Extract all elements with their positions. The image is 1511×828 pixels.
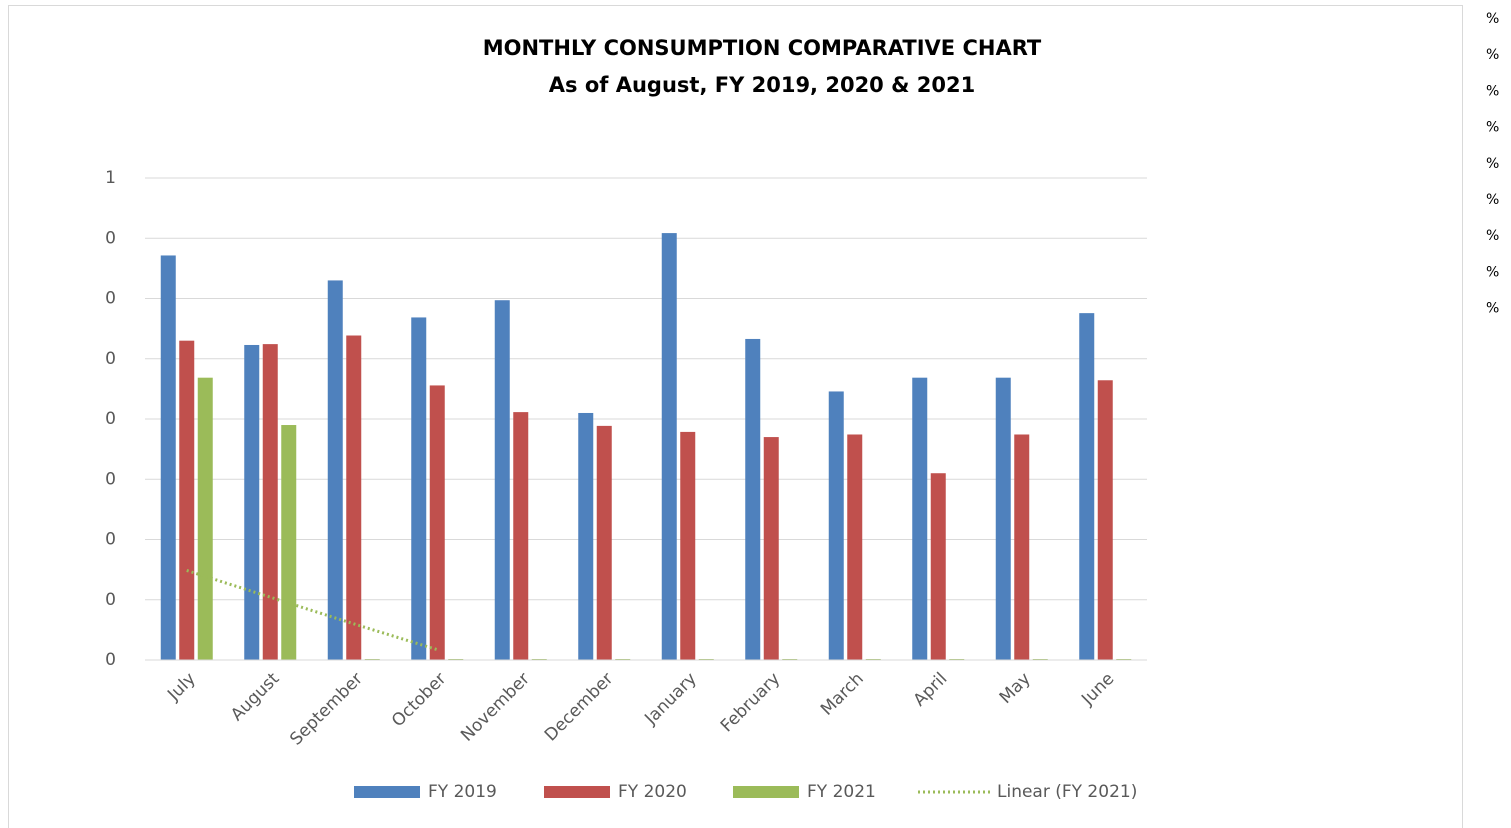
y-tick-label: 0	[105, 469, 116, 489]
legend-label: Linear (FY 2021)	[997, 782, 1137, 802]
legend-swatch	[733, 786, 799, 798]
bar	[828, 391, 844, 660]
bar	[596, 425, 612, 660]
side-label: %	[1486, 228, 1499, 244]
bar	[346, 335, 362, 660]
bar	[1079, 313, 1095, 660]
bar	[179, 340, 195, 660]
bar	[745, 338, 761, 660]
bar	[262, 344, 278, 660]
bar	[411, 317, 427, 660]
bar	[244, 344, 260, 660]
y-tick-label: 0	[105, 349, 116, 369]
side-label: %	[1486, 120, 1499, 136]
side-label: %	[1486, 47, 1499, 63]
bar	[327, 280, 343, 660]
side-label: %	[1486, 156, 1499, 172]
side-label: %	[1486, 301, 1499, 317]
bar	[661, 233, 677, 661]
side-label: %	[1486, 264, 1499, 280]
bar	[912, 377, 928, 660]
legend-swatch	[544, 786, 610, 798]
y-tick-label: 0	[105, 289, 116, 309]
bar	[197, 377, 213, 660]
legend-label: FY 2019	[428, 782, 497, 802]
legend-label: FY 2021	[807, 782, 876, 802]
y-tick-label: 0	[105, 530, 116, 550]
bar	[1014, 434, 1030, 660]
bar	[930, 473, 946, 660]
bar	[578, 412, 594, 660]
y-tick-label: 0	[105, 228, 116, 248]
bar	[763, 437, 779, 660]
y-tick-label: 0	[105, 409, 116, 429]
bar	[160, 255, 176, 660]
side-label: %	[1486, 11, 1499, 27]
bar	[281, 425, 297, 660]
side-label: %	[1486, 192, 1499, 208]
chart-title: MONTHLY CONSUMPTION COMPARATIVE CHART	[483, 36, 1042, 60]
bar	[1097, 380, 1113, 660]
bar	[680, 431, 696, 660]
bar	[513, 412, 529, 660]
bar	[995, 377, 1011, 660]
y-tick-label: 0	[105, 650, 116, 670]
trend-line	[186, 569, 438, 652]
side-label: %	[1486, 83, 1499, 99]
legend-label: FY 2020	[618, 782, 687, 802]
bar	[429, 385, 445, 660]
chart-subtitle: As of August, FY 2019, 2020 & 2021	[549, 73, 975, 97]
y-tick-label: 1	[105, 168, 116, 188]
bar	[847, 434, 863, 660]
bar	[494, 300, 510, 660]
y-tick-label: 0	[105, 590, 116, 610]
legend-swatch	[354, 786, 420, 798]
